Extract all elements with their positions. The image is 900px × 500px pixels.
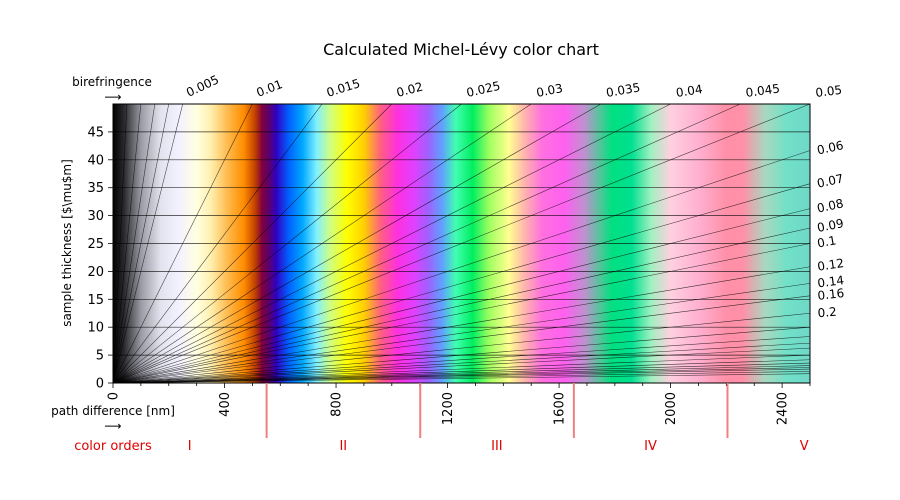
gridlines (113, 131, 810, 356)
birefringence-lines (113, 104, 810, 383)
birefringence-line (113, 243, 810, 383)
y-tick-label: 30 (87, 209, 104, 224)
birefringence-line (113, 104, 741, 383)
birefringence-line (113, 227, 810, 383)
birefringence-right-labels: 0.06 0.07 0.080.090.1 0.120.140.16 0.2 (816, 138, 845, 320)
birefringence-axis-label: birefringence (72, 75, 152, 89)
x-tick-label: 1600 (553, 392, 568, 425)
birefringence-line (113, 104, 532, 383)
color-order-label: I (188, 439, 192, 454)
birefringence-right-label: 0.16 (817, 286, 845, 303)
birefringence-right-label: 0.08 (816, 196, 845, 215)
chart-title: Calculated Michel-Lévy color chart (323, 40, 599, 59)
birefringence-top-label: 0.015 (325, 76, 362, 100)
x-tick-label: 800 (330, 392, 345, 417)
birefringence-line (113, 312, 810, 383)
birefringence-top-label: 0.02 (395, 80, 424, 100)
birefringence-line (113, 183, 810, 383)
x-axis-arrow: ⟶ (104, 419, 121, 433)
y-tick-label: 25 (87, 237, 104, 252)
birefringence-top-label: 0.04 (675, 82, 704, 100)
color-order-label: IV (644, 439, 657, 454)
x-axis-label: path difference [nm] (51, 404, 175, 418)
birefringence-line (113, 104, 810, 383)
birefringence-line (113, 150, 810, 383)
color-order-label: III (491, 439, 503, 454)
y-tick-label: 40 (87, 153, 104, 168)
birefringence-right-label: 0.14 (817, 273, 845, 290)
birefringence-line (113, 104, 183, 383)
y-tick-label: 5 (96, 349, 104, 364)
y-tick-label: 10 (87, 321, 104, 336)
x-axis: 0 400 800 1200 1600 2000 2400 (107, 383, 811, 425)
birefringence-right-label: 0.07 (816, 171, 845, 190)
birefringence-right-label: 0.2 (817, 305, 837, 321)
x-tick-label: 400 (218, 392, 233, 417)
birefringence-right-label: 0.12 (816, 256, 844, 274)
x-tick-label: 2000 (664, 392, 679, 425)
birefringence-line (113, 208, 810, 383)
birefringence-top-label: 0.03 (535, 81, 564, 100)
birefringence-line (113, 104, 142, 383)
birefringence-top-label: 0.045 (745, 81, 781, 100)
birefringence-top-label: 0.035 (605, 80, 641, 100)
birefringence-line (113, 266, 810, 383)
color-orders-label: color orders (74, 439, 152, 454)
birefringence-line (113, 104, 602, 383)
x-tick-label: 0 (107, 392, 122, 400)
y-tick-label: 35 (87, 181, 104, 196)
birefringence-line (113, 104, 128, 383)
birefringence-top-label: 0.01 (254, 77, 284, 100)
birefringence-line (113, 104, 392, 383)
birefringence-line (113, 104, 323, 383)
birefringence-line (113, 104, 462, 383)
birefringence-arrow: ⟶ (104, 90, 121, 104)
y-tick-label: 45 (87, 125, 104, 140)
birefringence-right-label: 0.1 (816, 233, 837, 250)
birefringence-line (113, 104, 156, 383)
y-tick-label: 20 (87, 265, 104, 280)
color-order-label: II (339, 439, 347, 454)
birefringence-line (113, 283, 810, 383)
color-order-label: V (800, 439, 809, 454)
birefringence-right-label: 0.09 (816, 216, 845, 235)
color-order-markers: I II III IV V (188, 383, 809, 454)
y-axis: 0 5 10 15 20 25 30 35 40 45 (87, 125, 113, 392)
birefringence-top-label: 0.005 (184, 72, 221, 99)
birefringence-line (113, 104, 253, 383)
birefringence-line (113, 104, 671, 383)
x-tick-label: 2400 (776, 392, 791, 425)
y-tick-label: 15 (87, 293, 104, 308)
birefringence-line (113, 326, 810, 383)
y-axis-label: sample thickness [$\mu$m] (60, 159, 74, 327)
y-tick-label: 0 (96, 377, 104, 392)
birefringence-line (113, 104, 170, 383)
x-tick-label: 1200 (441, 392, 456, 425)
birefringence-line (113, 295, 810, 383)
birefringence-top-labels: 0.005 0.01 0.015 0.02 0.025 0.03 0.035 0.04 0.04… (184, 72, 843, 99)
birefringence-right-label: 0.06 (816, 138, 845, 157)
birefringence-top-label: 0.05 (815, 83, 843, 100)
birefringence-top-label: 0.025 (465, 79, 502, 100)
